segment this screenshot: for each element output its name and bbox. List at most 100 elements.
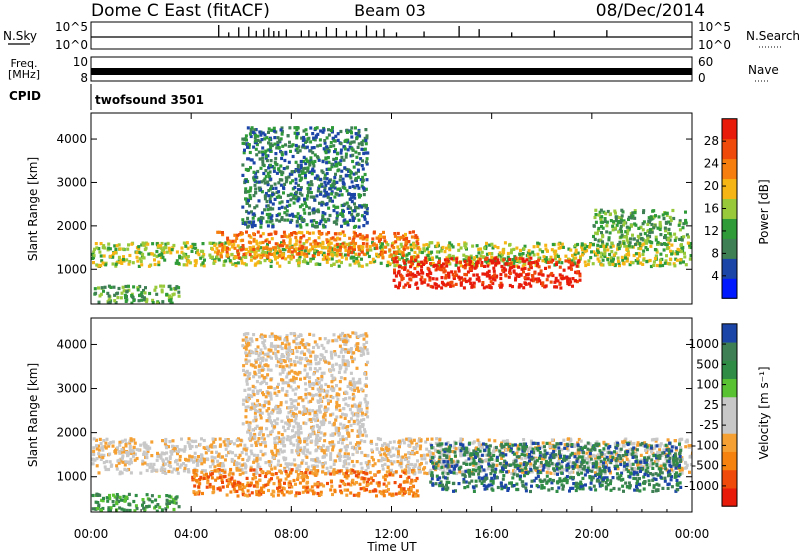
power-echo	[332, 204, 336, 208]
power-echo	[625, 248, 629, 252]
power-echo	[325, 177, 329, 181]
power-echo	[303, 176, 307, 180]
power-echo	[320, 169, 324, 173]
power-echo	[254, 141, 258, 145]
velocity-echo	[380, 447, 384, 451]
power-echo	[155, 254, 159, 259]
velocity-echo	[417, 465, 421, 469]
velocity-echo	[347, 456, 351, 460]
power-echo	[269, 187, 272, 191]
velocity-echo	[287, 462, 291, 466]
velocity-echo	[253, 458, 256, 462]
power-echo	[393, 264, 397, 268]
power-echo	[348, 246, 352, 250]
power-echo	[329, 128, 333, 133]
power-echo	[446, 257, 450, 261]
power-echo	[317, 158, 321, 162]
power-echo	[151, 298, 155, 302]
velocity-echo	[240, 468, 244, 472]
power-echo	[127, 288, 131, 292]
power-echo	[295, 136, 299, 140]
velocity-echo	[472, 463, 476, 467]
power-echo	[519, 248, 522, 252]
power-echo	[352, 236, 356, 240]
velocity-echo	[98, 455, 102, 459]
power-echo	[429, 284, 433, 289]
power-echo	[328, 246, 332, 250]
power-echo	[480, 261, 484, 265]
velocity-echo	[170, 470, 174, 474]
power-echo	[107, 298, 111, 302]
power-echo	[627, 244, 631, 248]
power-echo	[221, 233, 225, 237]
velocity-echo	[479, 443, 483, 447]
power-echo	[177, 261, 181, 266]
velocity-echo	[332, 462, 336, 466]
velocity-echo	[148, 446, 152, 450]
power-colorbar-swatch	[722, 158, 737, 180]
power-echo	[294, 143, 298, 148]
power-echo	[335, 192, 339, 196]
velocity-echo	[190, 445, 194, 449]
velocity-echo	[117, 458, 121, 463]
power-echo	[496, 258, 500, 262]
velocity-echo	[687, 445, 691, 449]
power-echo	[265, 220, 269, 224]
velocity-echo	[358, 441, 362, 445]
power-echo	[437, 266, 441, 270]
power-echo	[290, 245, 294, 250]
velocity-echo	[296, 442, 300, 446]
velocity-echo	[186, 468, 190, 472]
power-echo	[300, 231, 304, 235]
power-colorbar-swatch	[722, 218, 737, 239]
power-echo	[256, 138, 260, 142]
velocity-echo	[303, 440, 307, 444]
velocity-echo	[588, 442, 592, 446]
power-echo	[611, 244, 615, 248]
power-echo	[211, 247, 215, 251]
power-echo	[306, 169, 310, 173]
power-colorbar-tick-label: 16	[704, 202, 719, 216]
power-echo	[504, 262, 508, 266]
power-echo	[411, 262, 415, 266]
power-echo	[388, 262, 392, 266]
power-echo	[324, 157, 328, 161]
velocity-echo	[464, 459, 468, 463]
power-echo	[132, 285, 136, 289]
power-echo	[631, 214, 635, 218]
velocity-echo	[120, 507, 124, 511]
power-echo	[379, 237, 382, 241]
power-echo	[351, 159, 355, 164]
power-echo	[569, 248, 573, 252]
velocity-echo	[526, 449, 530, 453]
power-echo	[440, 286, 444, 290]
power-echo	[266, 148, 270, 152]
power-echo	[648, 258, 652, 263]
power-echo	[174, 261, 178, 265]
velocity-echo	[411, 484, 415, 488]
velocity-echo	[504, 448, 508, 452]
power-echo	[328, 187, 332, 191]
velocity-echo	[137, 448, 141, 452]
velocity-echo	[108, 452, 112, 456]
power-echo	[601, 258, 605, 262]
velocity-echo	[159, 453, 163, 457]
velocity-echo	[405, 470, 409, 474]
velocity-echo	[172, 501, 176, 505]
power-echo	[521, 252, 525, 256]
velocity-echo	[165, 502, 169, 506]
power-echo	[292, 193, 296, 197]
power-echo	[322, 251, 326, 255]
power-echo	[249, 158, 253, 162]
power-echo	[154, 285, 158, 289]
power-echo	[545, 258, 549, 263]
velocity-echo	[403, 457, 407, 462]
power-echo	[475, 244, 479, 248]
power-echo	[652, 226, 656, 230]
power-echo	[340, 244, 344, 248]
velocity-echo	[678, 469, 682, 473]
velocity-echo	[320, 463, 324, 467]
power-echo	[443, 269, 447, 273]
power-echo	[243, 262, 247, 266]
velocity-echo	[318, 460, 321, 464]
